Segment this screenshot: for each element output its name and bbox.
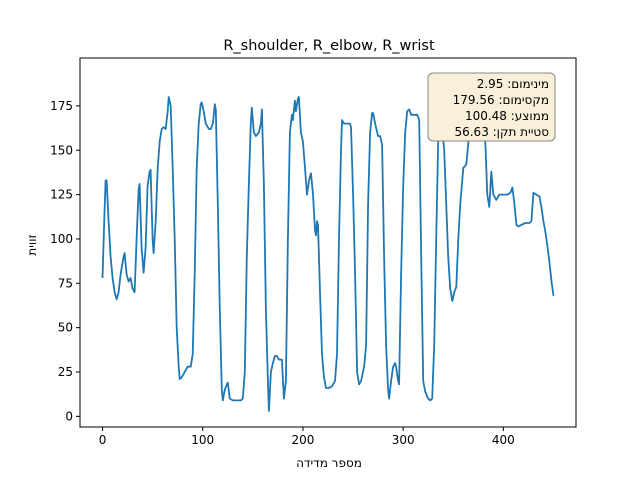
y-tick-label: 125 xyxy=(50,188,73,202)
y-tick-label: 100 xyxy=(50,232,73,246)
x-tick-label: 0 xyxy=(99,433,107,447)
stats-line: מקסימום: 179.56 xyxy=(453,93,549,107)
y-tick-label: 0 xyxy=(65,409,73,423)
x-tick-label: 300 xyxy=(392,433,415,447)
y-axis-label: זווית xyxy=(25,234,39,255)
x-axis-label: מספר מדידה xyxy=(296,456,362,470)
stats-box xyxy=(427,72,556,142)
stats-line: סטיית תקן: 56.63 xyxy=(454,125,549,139)
plot-frame xyxy=(79,57,577,428)
stats-line: מינימום: 2.95 xyxy=(477,77,549,91)
x-tick-label: 100 xyxy=(191,433,214,447)
y-tick-label: 50 xyxy=(58,321,73,335)
y-tick-label: 25 xyxy=(58,365,73,379)
chart-title: R_shoulder, R_elbow, R_wrist xyxy=(223,38,435,54)
data-line xyxy=(101,96,555,412)
stats-line: ממוצע: 100.48 xyxy=(465,109,549,123)
x-tick-label: 400 xyxy=(492,433,515,447)
x-tick-label: 200 xyxy=(291,433,314,447)
y-tick-label: 150 xyxy=(50,143,73,157)
y-tick-label: 175 xyxy=(50,99,73,113)
y-tick-label: 75 xyxy=(58,276,73,290)
